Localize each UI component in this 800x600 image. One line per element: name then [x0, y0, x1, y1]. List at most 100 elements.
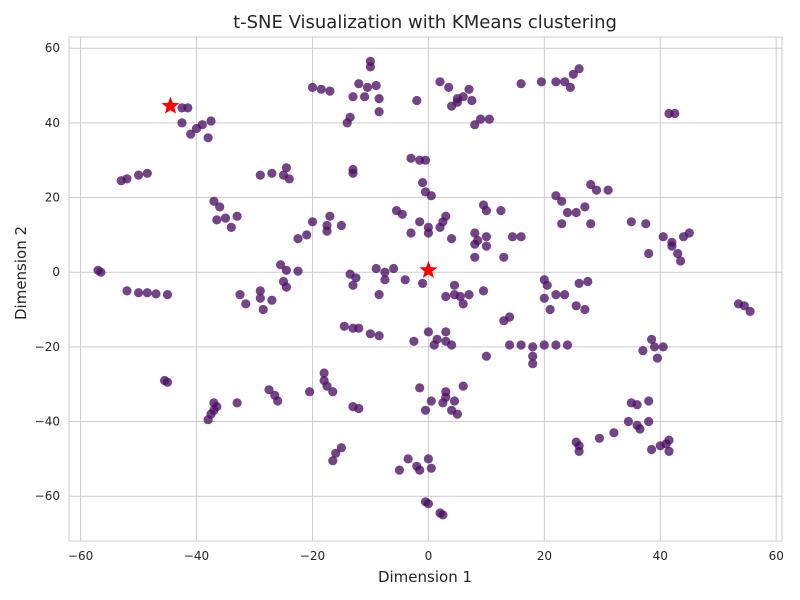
- data-point: [562, 207, 573, 218]
- data-point: [739, 301, 749, 311]
- data-point: [658, 342, 668, 352]
- y-tick-label: 60: [45, 41, 60, 55]
- data-point: [586, 219, 596, 229]
- data-point: [197, 120, 207, 130]
- data-point: [644, 248, 654, 259]
- data-point: [551, 290, 561, 300]
- data-point: [449, 396, 460, 406]
- data-point: [420, 405, 431, 415]
- data-point: [281, 265, 291, 275]
- data-point: [365, 56, 375, 66]
- data-point: [354, 79, 364, 89]
- data-point: [565, 82, 576, 92]
- data-point: [162, 377, 173, 387]
- cluster-centroids: [161, 96, 438, 279]
- data-point: [403, 454, 413, 464]
- tick-labels: −60 −40 −20 0 20 40 60 −60 −40 −20 0 20 40 60: [35, 41, 784, 563]
- data-point: [507, 232, 518, 242]
- data-point: [267, 295, 277, 305]
- data-point: [571, 301, 581, 311]
- data-point: [406, 228, 416, 238]
- centroid-star: [161, 96, 180, 114]
- data-point: [307, 217, 318, 227]
- data-point: [670, 108, 680, 119]
- data-point: [516, 79, 526, 89]
- data-points: [93, 56, 755, 520]
- data-point: [371, 263, 381, 274]
- data-point: [380, 275, 390, 285]
- data-point: [348, 280, 358, 290]
- data-point: [362, 82, 373, 92]
- data-point: [302, 230, 312, 240]
- data-point: [603, 185, 613, 195]
- x-tick-label: −60: [68, 549, 93, 563]
- data-point: [684, 228, 694, 238]
- data-point: [591, 185, 602, 195]
- data-point: [418, 178, 428, 188]
- x-tick-label: 60: [769, 549, 784, 563]
- data-point: [623, 416, 634, 427]
- data-point: [583, 276, 593, 287]
- data-point: [325, 86, 335, 96]
- data-point: [371, 80, 381, 91]
- data-point: [664, 446, 674, 456]
- data-point: [551, 340, 561, 350]
- data-point: [635, 424, 645, 434]
- data-point: [464, 84, 474, 94]
- data-point: [470, 252, 480, 262]
- centroid-star: [419, 260, 438, 279]
- data-point: [122, 286, 132, 296]
- data-point: [641, 219, 651, 229]
- data-point: [142, 288, 152, 298]
- data-point: [235, 290, 245, 300]
- data-point: [505, 312, 515, 322]
- data-point: [571, 207, 581, 218]
- data-point: [374, 94, 384, 104]
- data-point: [551, 191, 561, 201]
- y-tick-label: 0: [52, 265, 60, 279]
- data-point: [423, 454, 433, 464]
- data-point: [255, 286, 265, 296]
- data-point: [423, 327, 433, 337]
- data-point: [536, 77, 547, 87]
- data-point: [331, 448, 341, 458]
- data-point: [528, 342, 538, 352]
- data-point: [273, 396, 283, 406]
- data-point: [177, 118, 187, 128]
- data-point: [255, 170, 265, 180]
- data-point: [429, 340, 439, 350]
- data-point: [458, 92, 468, 102]
- data-point: [203, 415, 213, 425]
- grid: [69, 37, 782, 541]
- y-tick-label: −40: [35, 415, 60, 429]
- data-point: [467, 95, 477, 106]
- data-point: [528, 351, 538, 361]
- data-point: [562, 340, 573, 350]
- data-point: [647, 334, 657, 344]
- data-point: [574, 278, 584, 288]
- y-tick-label: 40: [45, 116, 60, 130]
- data-point: [476, 114, 486, 124]
- data-point: [354, 323, 364, 333]
- data-point: [412, 95, 422, 106]
- data-point: [484, 114, 494, 124]
- data-point: [661, 439, 671, 449]
- data-point: [374, 290, 384, 300]
- data-point: [415, 465, 425, 475]
- data-point: [516, 232, 526, 242]
- data-point: [441, 327, 451, 337]
- data-point: [134, 170, 144, 180]
- x-tick-label: 40: [653, 549, 668, 563]
- y-tick-label: −20: [35, 340, 60, 354]
- data-point: [336, 443, 346, 453]
- data-point: [206, 116, 216, 126]
- data-point: [557, 196, 567, 206]
- data-point: [458, 381, 468, 391]
- data-point: [560, 290, 570, 300]
- data-point: [134, 288, 144, 298]
- data-point: [322, 226, 332, 236]
- data-point: [415, 383, 425, 393]
- data-point: [325, 211, 335, 221]
- data-point: [647, 444, 657, 455]
- data-point: [542, 280, 552, 290]
